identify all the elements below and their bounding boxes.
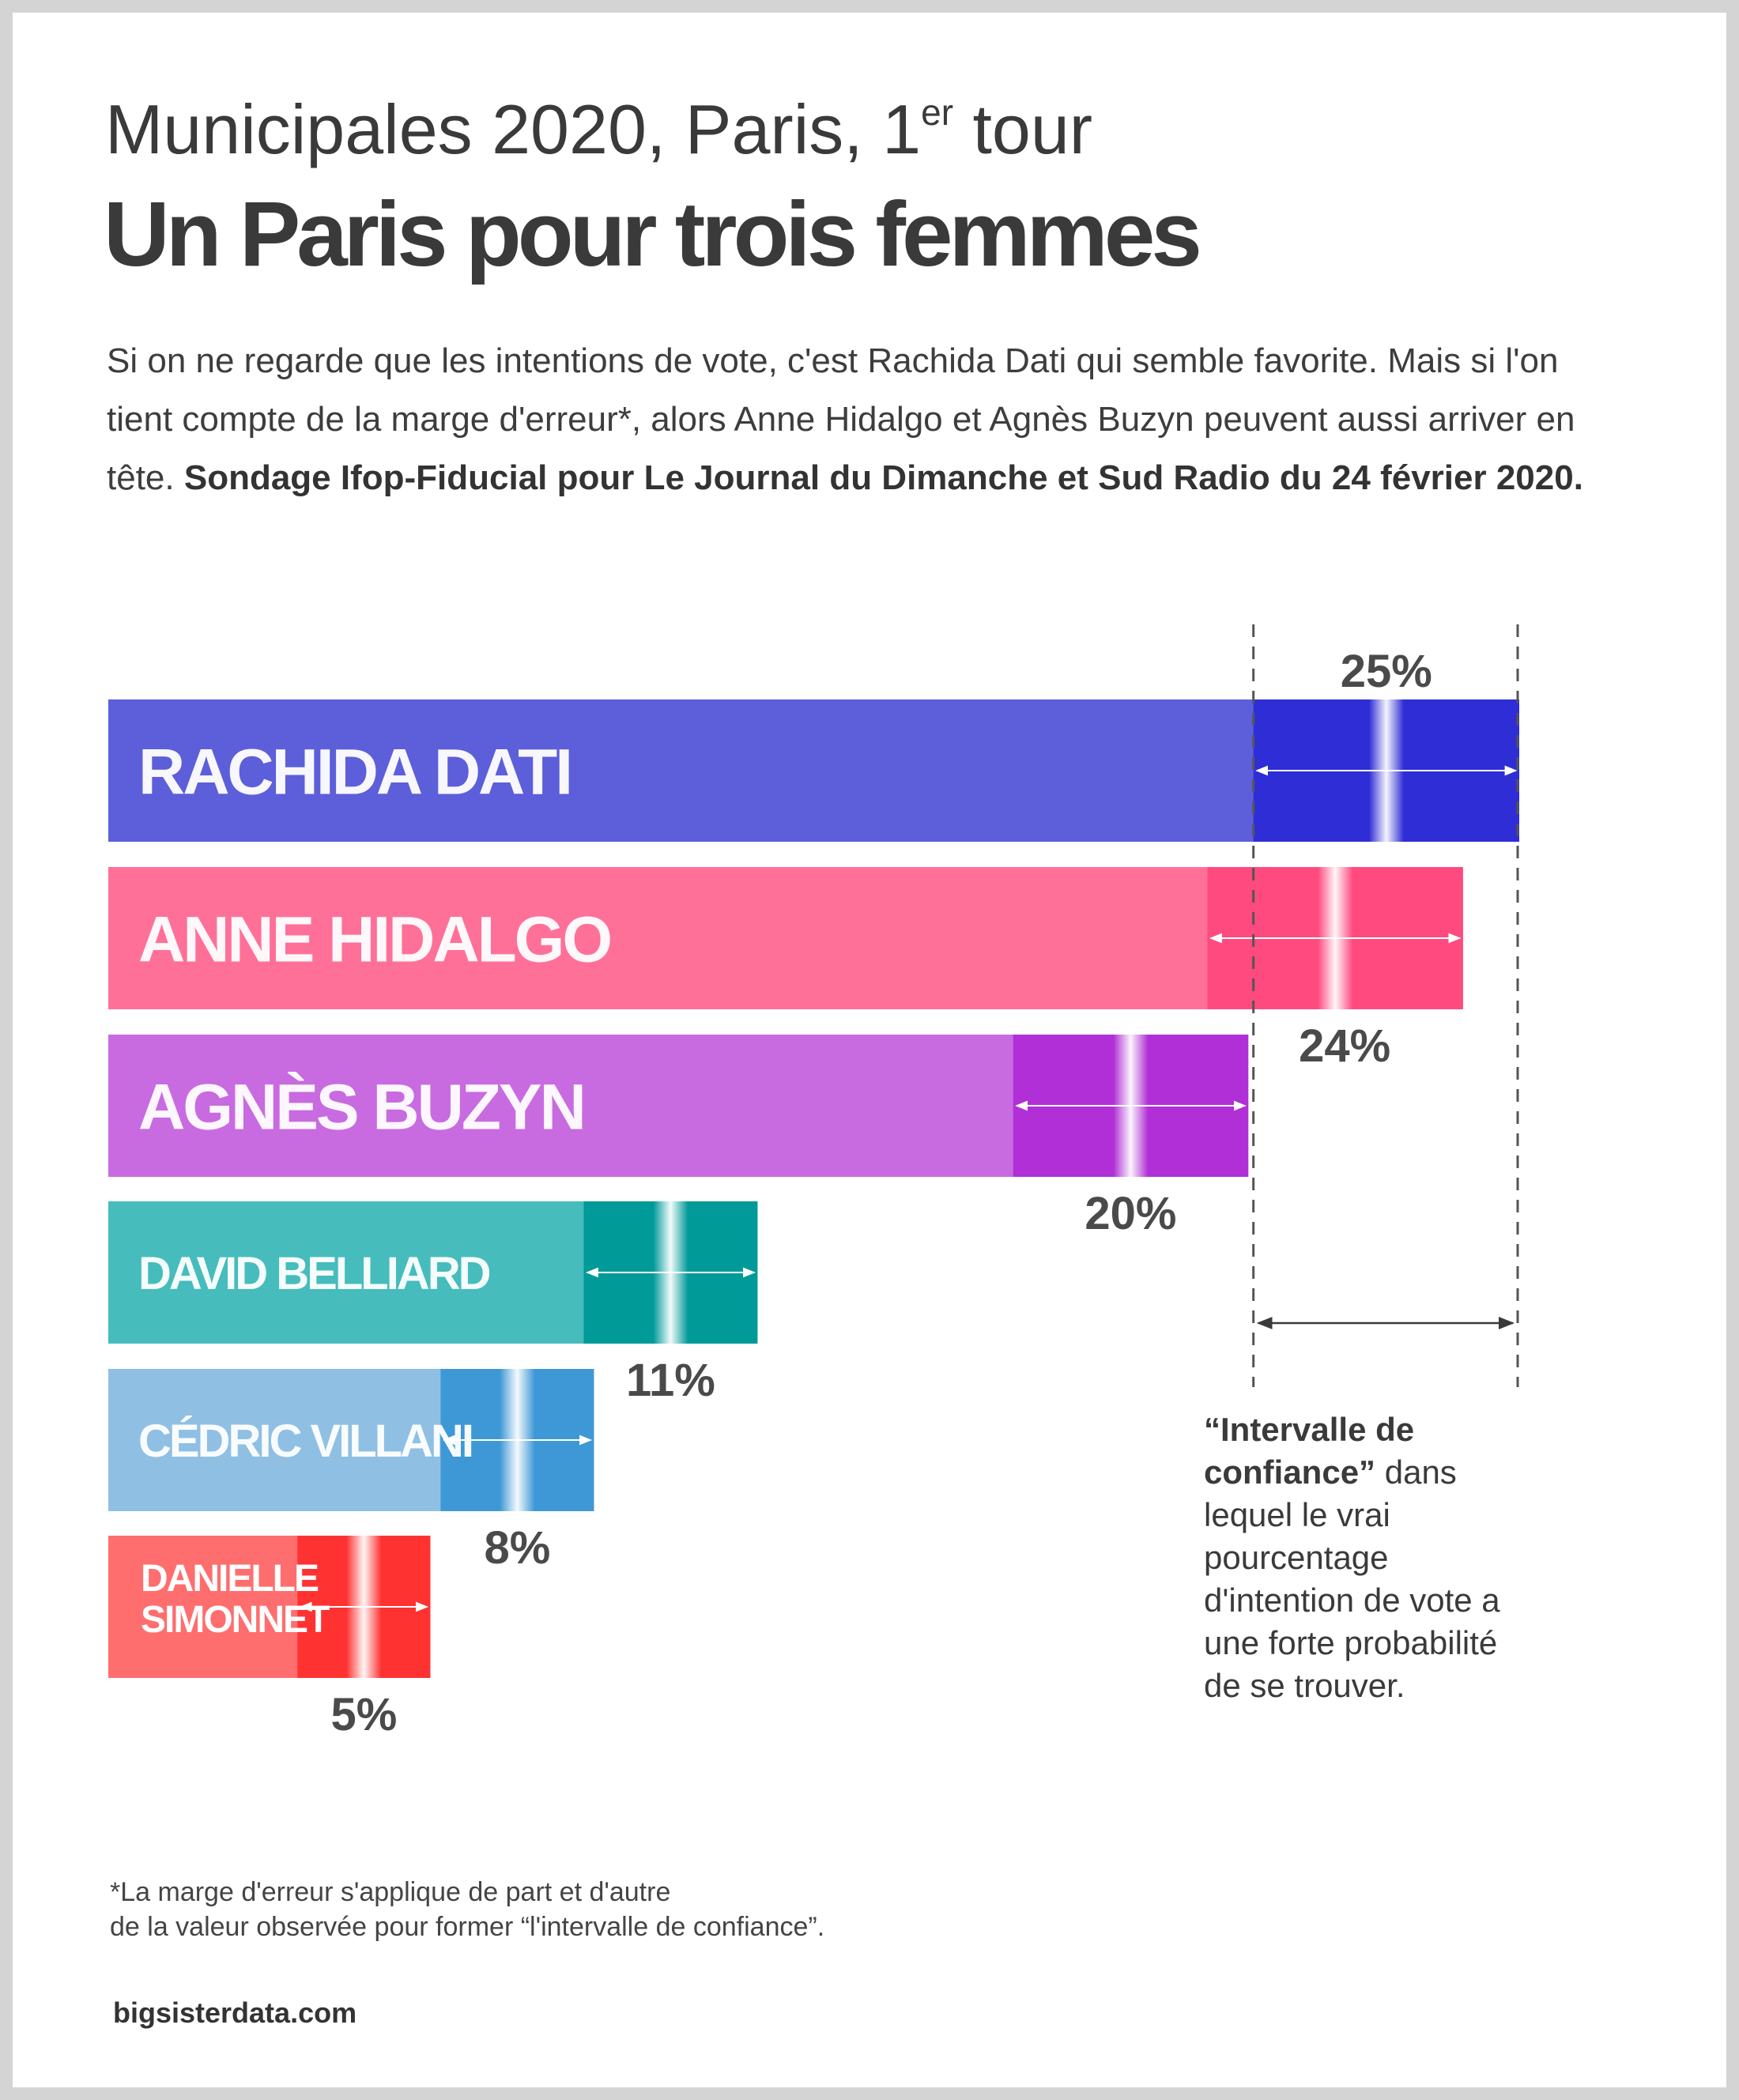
candidate-name-line: DANIELLE <box>141 1558 319 1600</box>
supertitle: Municipales 2020, Paris, 1er tour <box>105 91 1092 164</box>
bar-chart: RACHIDA DATI 25% ANNE HIDALGO 24% AGNÈS BUZY… <box>108 624 1519 1740</box>
footnote: *La marge d'erreur s'applique de part et… <box>110 1875 824 1944</box>
value-label: 24% <box>1299 1020 1390 1072</box>
candidate-name: CÉDRIC VILLANI <box>138 1416 472 1467</box>
page-title: Un Paris pour trois femmes <box>104 183 1202 285</box>
candidate-name: DAVID BELLIARD <box>138 1248 490 1299</box>
candidate-name-line: SIMONNET <box>141 1599 330 1641</box>
value-label: 25% <box>1341 646 1432 697</box>
candidate-name: ANNE HIDALGO <box>138 904 610 976</box>
value-label: 20% <box>1085 1188 1176 1239</box>
supertitle-main: Municipales 2020, Paris, 1 <box>105 90 922 168</box>
footnote-line-2: de la valeur observée pour former “l'int… <box>110 1912 825 1942</box>
supertitle-superscript: er <box>921 91 954 133</box>
confidence-interval-annotation: “Intervalle de confiance” dans lequel le… <box>1204 1408 1536 1707</box>
description: Si on ne regarde que les intentions de v… <box>107 332 1609 507</box>
annotation-text: dans lequel le vrai pourcentage d'intent… <box>1204 1453 1500 1704</box>
candidate-name: RACHIDA DATI <box>138 737 571 809</box>
source-credit: bigsisterdata.com <box>113 1996 357 2029</box>
footnote-line-1: *La marge d'erreur s'applique de part et… <box>110 1877 671 1907</box>
supertitle-end: tour <box>953 90 1093 168</box>
value-label: 8% <box>484 1522 550 1574</box>
value-label: 11% <box>626 1355 715 1406</box>
value-label: 5% <box>330 1689 397 1740</box>
description-text: Si on ne regarde que les intentions de v… <box>107 341 1575 497</box>
annotation-title: “Intervalle de confiance” <box>1204 1411 1415 1491</box>
candidate-name: AGNÈS BUZYN <box>138 1072 584 1144</box>
description-source: Sondage Ifop-Fiducial pour Le Journal du… <box>183 458 1583 497</box>
